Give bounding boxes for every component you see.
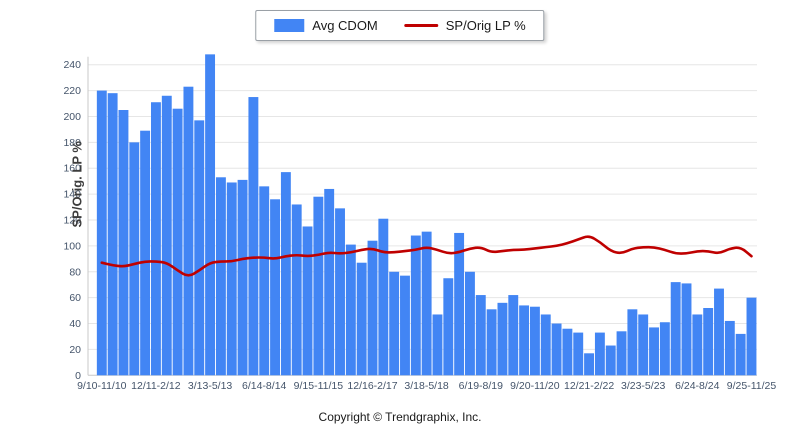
x-tick-label: 6/14-8/14 (242, 380, 287, 392)
bar-avg-cdom[interactable] (161, 95, 172, 376)
y-tick-label: 120 (63, 215, 81, 227)
bar-avg-cdom[interactable] (584, 353, 595, 376)
y-axis-title: SP/Orig. LP % (69, 141, 85, 228)
y-tick-label: 220 (63, 85, 81, 97)
bar-avg-cdom[interactable] (594, 332, 605, 376)
y-tick-label: 20 (69, 344, 81, 356)
x-tick-label: 9/25-11/25 (727, 380, 777, 392)
bar-avg-cdom[interactable] (183, 86, 194, 376)
x-tick-label: 6/24-8/24 (675, 380, 720, 392)
y-tick-label: 40 (69, 318, 81, 330)
bar-avg-cdom[interactable] (324, 188, 335, 376)
legend-item-avg-cdom: Avg CDOM (274, 18, 378, 33)
bar-avg-cdom[interactable] (627, 309, 638, 376)
bar-avg-cdom[interactable] (356, 262, 367, 376)
x-tick-label: 3/23-5/23 (621, 380, 666, 392)
bar-avg-cdom[interactable] (443, 278, 454, 376)
bar-avg-cdom[interactable] (432, 314, 443, 376)
bar-avg-cdom[interactable] (659, 322, 670, 376)
bar-avg-cdom[interactable] (367, 240, 378, 376)
bar-avg-cdom[interactable] (345, 244, 356, 376)
bar-avg-cdom[interactable] (454, 232, 465, 376)
bar-avg-cdom[interactable] (540, 314, 551, 376)
y-tick-label: 60 (69, 292, 81, 304)
bar-avg-cdom[interactable] (475, 295, 486, 376)
bar-avg-cdom[interactable] (562, 328, 573, 376)
bar-avg-cdom[interactable] (551, 323, 562, 376)
bar-avg-cdom[interactable] (497, 302, 508, 376)
x-tick-label: 9/10-11/10 (77, 380, 127, 392)
bar-avg-cdom[interactable] (335, 208, 345, 376)
bar-avg-cdom[interactable] (616, 331, 627, 376)
bar-avg-cdom[interactable] (649, 327, 659, 376)
x-tick-label: 12/11-2/12 (131, 380, 181, 392)
bar-avg-cdom[interactable] (205, 54, 216, 376)
bar-avg-cdom[interactable] (107, 93, 118, 376)
y-tick-label: 100 (63, 240, 81, 252)
bar-avg-cdom[interactable] (313, 196, 324, 376)
bar-avg-cdom[interactable] (724, 320, 735, 376)
bar-avg-cdom[interactable] (150, 102, 161, 376)
copyright-text: Copyright © Trendgraphix, Inc. (318, 410, 482, 424)
bar-avg-cdom[interactable] (172, 108, 183, 376)
bar-avg-cdom[interactable] (605, 345, 616, 376)
bar-avg-cdom[interactable] (194, 120, 205, 376)
bar-avg-cdom[interactable] (237, 179, 248, 376)
bar-avg-cdom[interactable] (280, 172, 291, 376)
y-tick-label: 200 (63, 111, 81, 123)
bar-avg-cdom[interactable] (248, 97, 259, 376)
bar-avg-cdom[interactable] (529, 306, 540, 376)
chart-legend: Avg CDOM SP/Orig LP % (255, 10, 545, 41)
x-tick-label: 6/19-8/19 (459, 380, 504, 392)
y-tick-label: 160 (63, 163, 81, 175)
bar-avg-cdom[interactable] (129, 142, 140, 376)
bar-avg-cdom[interactable] (486, 309, 497, 376)
bar-avg-cdom[interactable] (573, 332, 584, 376)
legend-bar-swatch (274, 19, 305, 32)
y-tick-label: 240 (63, 59, 81, 71)
bar-avg-cdom[interactable] (378, 218, 389, 376)
bar-avg-cdom[interactable] (714, 288, 724, 376)
x-tick-label: 12/16-2/17 (347, 380, 397, 392)
bar-avg-cdom[interactable] (215, 177, 226, 376)
legend-label-avg-cdom: Avg CDOM (312, 18, 378, 33)
bar-avg-cdom[interactable] (400, 275, 410, 376)
x-tick-label: 12/21-2/22 (564, 380, 614, 392)
bar-avg-cdom[interactable] (140, 130, 151, 376)
bar-avg-cdom[interactable] (118, 110, 129, 376)
legend-line-swatch (403, 24, 438, 27)
legend-item-sp-orig-lp: SP/Orig LP % (403, 18, 526, 33)
bar-avg-cdom[interactable] (746, 297, 757, 376)
bar-avg-cdom[interactable] (270, 199, 280, 376)
x-tick-label: 3/13-5/13 (188, 380, 233, 392)
sp-orig-lp-line (100, 235, 753, 277)
bar-avg-cdom[interactable] (681, 283, 692, 376)
x-tick-label: 9/20-11/20 (510, 380, 560, 392)
y-tick-label: 180 (63, 137, 81, 149)
bar-avg-cdom[interactable] (96, 90, 107, 376)
bar-avg-cdom[interactable] (735, 333, 746, 376)
bar-avg-cdom[interactable] (291, 204, 302, 376)
x-tick-label: 3/18-5/18 (404, 380, 449, 392)
bar-avg-cdom[interactable] (703, 308, 714, 376)
bar-avg-cdom[interactable] (670, 282, 681, 376)
bar-avg-cdom[interactable] (302, 226, 313, 376)
bar-avg-cdom[interactable] (421, 231, 432, 376)
legend-label-sp-orig-lp: SP/Orig LP % (445, 18, 526, 33)
bar-avg-cdom[interactable] (508, 295, 519, 376)
bar-avg-cdom[interactable] (638, 314, 649, 376)
y-tick-label: 0 (75, 370, 81, 382)
x-tick-label: 9/15-11/15 (294, 380, 344, 392)
bar-avg-cdom[interactable] (259, 186, 270, 376)
bar-avg-cdom[interactable] (519, 305, 530, 376)
bar-avg-cdom[interactable] (465, 271, 475, 376)
y-tick-label: 80 (69, 266, 81, 278)
y-tick-label: 140 (63, 189, 81, 201)
bar-avg-cdom[interactable] (692, 314, 703, 376)
bar-avg-cdom[interactable] (226, 182, 237, 376)
bar-avg-cdom[interactable] (389, 271, 400, 376)
bar-avg-cdom[interactable] (410, 235, 421, 376)
